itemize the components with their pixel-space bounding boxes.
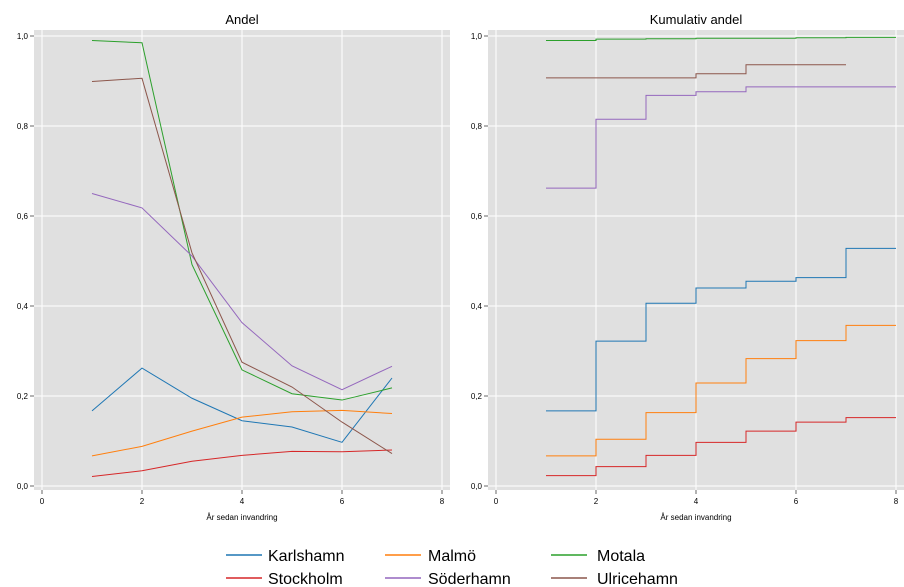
series-line-malmo bbox=[91, 409, 393, 457]
axis-ticks: 0 2 4 6 8 0,0 0,2 0,4 0,6 0,8 1,0 bbox=[17, 32, 445, 506]
x-tick-label: 4 bbox=[694, 497, 699, 506]
y-tick-label: 0,0 bbox=[17, 482, 29, 491]
legend-label: Stockholm bbox=[268, 571, 343, 587]
legend-item-soderhamn: Söderhamn bbox=[385, 571, 511, 587]
grid-lines bbox=[34, 30, 450, 490]
x-tick-label: 4 bbox=[240, 497, 245, 506]
x-axis-label: År sedan invandring bbox=[660, 513, 731, 522]
x-tick-label: 2 bbox=[140, 497, 145, 506]
legend-item-karlshamn: Karlshamn bbox=[226, 548, 344, 565]
legend-item-stockholm: Stockholm bbox=[226, 571, 343, 587]
legend-item-ulricehamn: Ulricehamn bbox=[551, 571, 678, 587]
panel-title: Andel bbox=[225, 12, 258, 27]
series-line-soderhamn bbox=[91, 193, 393, 391]
y-tick-label: 0,6 bbox=[17, 212, 29, 221]
y-tick-label: 0,0 bbox=[471, 482, 483, 491]
series-line-karlshamn bbox=[91, 367, 393, 443]
x-tick-label: 6 bbox=[340, 497, 345, 506]
y-tick-label: 0,2 bbox=[471, 392, 483, 401]
series-line-stockholm bbox=[91, 449, 393, 478]
axis-ticks: 0 2 4 6 8 0,0 0,2 0,4 0,6 0,8 1,0 bbox=[471, 32, 899, 506]
legend-item-malmo: Malmö bbox=[385, 548, 476, 565]
panel-kumulativ-andel: Kumulativ andel 0 2 4 6 80,00,20,40,60,81,0 … bbox=[471, 12, 904, 522]
series-line-motala bbox=[546, 36, 896, 41]
series-line-motala bbox=[91, 40, 393, 401]
legend-label: Karlshamn bbox=[268, 548, 344, 565]
series-line-karlshamn bbox=[546, 247, 896, 412]
x-tick-label: 6 bbox=[794, 497, 799, 506]
y-tick-label: 1,0 bbox=[471, 32, 483, 41]
x-tick-label: 8 bbox=[440, 497, 445, 506]
panel-andel: Andel 0 2 4 6 8 0,0 0,2 0,4 0,6 0,8 1,0 År sedan i… bbox=[17, 12, 450, 522]
x-tick-label: 8 bbox=[894, 497, 899, 506]
y-tick-label: 0,4 bbox=[17, 302, 29, 311]
legend-label: Söderhamn bbox=[428, 571, 511, 587]
y-tick-label: 0,4 bbox=[471, 302, 483, 311]
y-tick-label: 0,8 bbox=[17, 122, 29, 131]
legend: Karlshamn Malmö Motala Stockholm Söderha… bbox=[226, 548, 678, 587]
legend-label: Malmö bbox=[428, 548, 476, 565]
series-lines bbox=[546, 36, 896, 477]
y-tick-label: 0,8 bbox=[471, 122, 483, 131]
y-tick-label: 1,0 bbox=[17, 32, 29, 41]
legend-item-motala: Motala bbox=[551, 548, 645, 565]
x-tick-label: 0 bbox=[40, 497, 45, 506]
grid-lines bbox=[488, 30, 904, 490]
series-line-ulricehamn bbox=[91, 77, 393, 455]
legend-label: Motala bbox=[597, 548, 645, 565]
y-tick-label: 0,2 bbox=[17, 392, 29, 401]
series-line-malmo bbox=[546, 324, 896, 457]
panel-title: Kumulativ andel bbox=[650, 12, 743, 27]
y-tick-label: 0,6 bbox=[471, 212, 483, 221]
series-line-soderhamn bbox=[546, 86, 896, 189]
series-line-stockholm bbox=[546, 417, 896, 477]
x-tick-label: 0 bbox=[494, 497, 499, 506]
series-line-ulricehamn bbox=[546, 64, 846, 79]
series-lines bbox=[91, 40, 393, 478]
x-axis-label: År sedan invandring bbox=[206, 513, 277, 522]
x-tick-label: 2 bbox=[594, 497, 599, 506]
legend-label: Ulricehamn bbox=[597, 571, 678, 587]
